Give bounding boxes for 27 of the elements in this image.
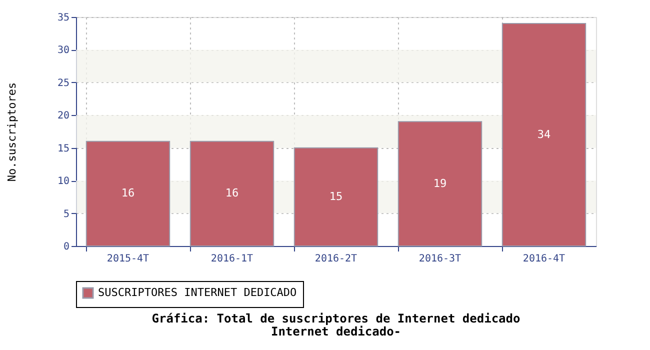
y-tick-label: 10 [57, 176, 70, 188]
data-label: 16 [225, 186, 239, 200]
bar [502, 23, 586, 246]
data-label: 15 [329, 190, 343, 203]
data-label: 34 [537, 128, 551, 141]
y-tick-label: 35 [57, 12, 70, 24]
text: Gráfica: Total de suscriptores de Internet dedicado [152, 312, 520, 326]
y-axis-title: No.suscriptores [5, 82, 18, 182]
y-tick-label: 5 [63, 208, 70, 220]
y-tick-label: 25 [57, 78, 70, 89]
x-tick-label: 2016-1T [210, 254, 254, 264]
y-tick-label: 0 [63, 242, 70, 252]
data-label: 16 [121, 186, 135, 200]
x-tick-label: 2016-3T [418, 254, 462, 264]
x-tick-label: 2016-2T [314, 254, 358, 264]
bar [86, 140, 170, 246]
y-tick-label: 30 [57, 45, 70, 56]
x-tick-label: 2016-4T [522, 254, 566, 264]
legend-label: SUSCRIPTORES INTERNET DEDICADO [98, 286, 297, 299]
x-tick-label: 2015-4T [106, 254, 150, 264]
bar [190, 140, 274, 246]
text: Internet dedicado- [270, 324, 402, 338]
y-tick-label: 15 [57, 143, 70, 154]
bar [398, 121, 482, 246]
bar [294, 147, 378, 246]
data-label: 19 [433, 176, 447, 190]
y-tick-label: 20 [57, 110, 70, 122]
